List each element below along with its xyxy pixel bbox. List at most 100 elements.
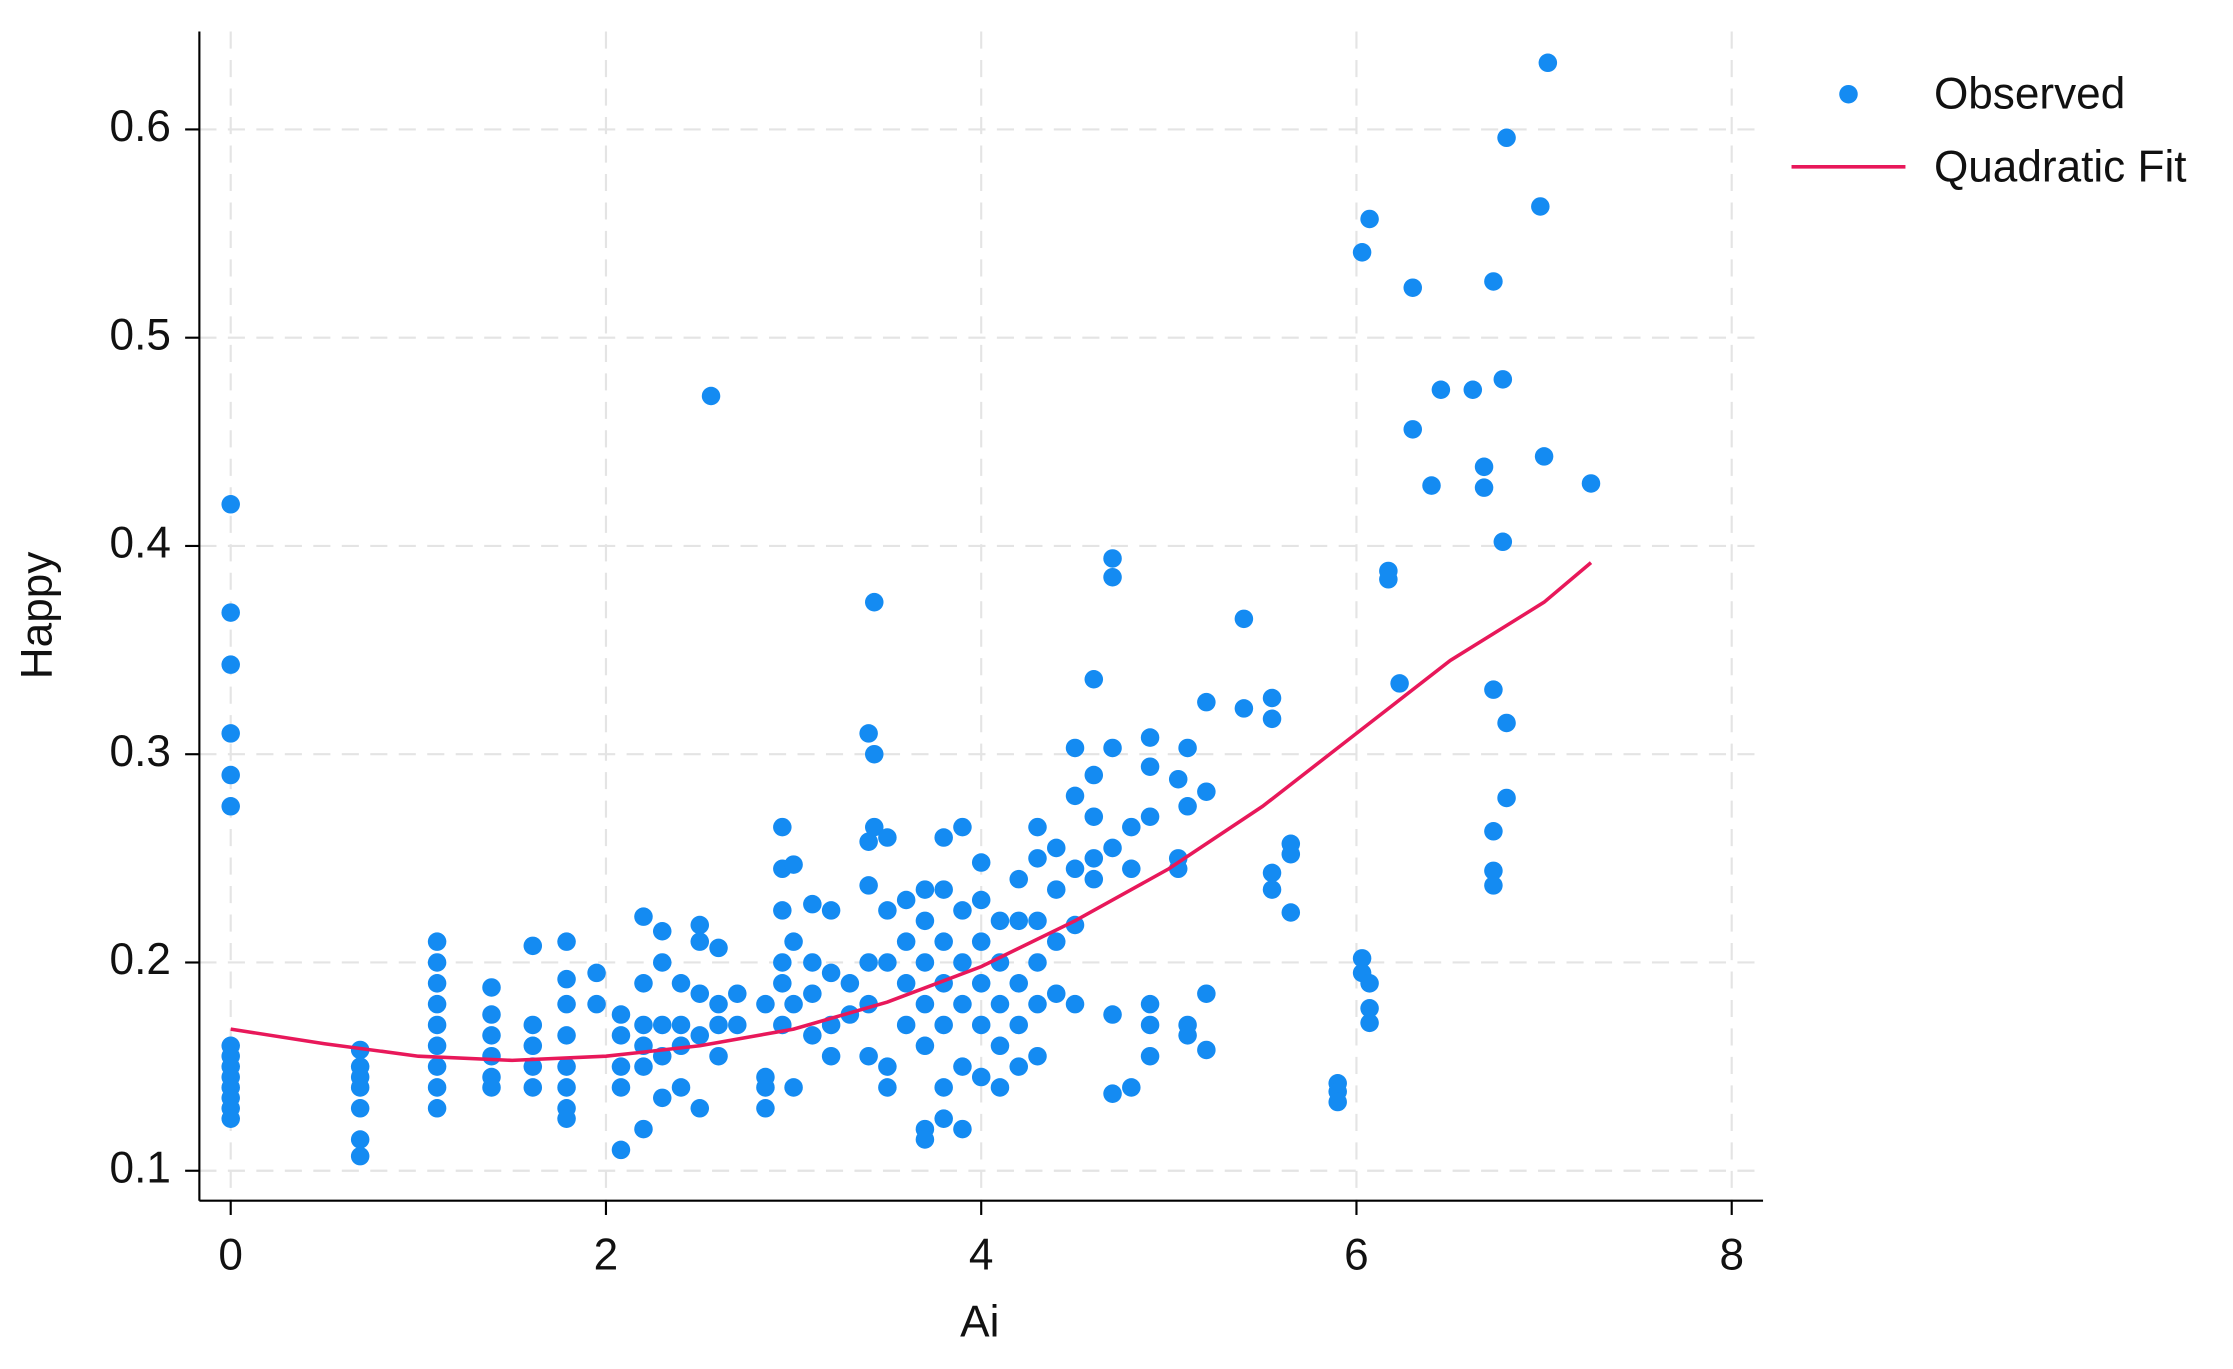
point [990,994,1010,1014]
point [784,932,803,951]
x-tick-label: 8 [1719,1230,1744,1279]
point [1234,609,1254,629]
point [896,890,916,910]
point [915,953,935,972]
point [611,1026,631,1045]
point [953,817,972,837]
y-tick-label: 0.6 [110,102,171,151]
point [1403,420,1423,439]
point [557,969,576,989]
point [482,1005,501,1024]
point [1028,849,1047,868]
point [756,1099,775,1118]
point [652,1088,672,1108]
point [934,880,953,899]
point [1403,278,1423,297]
y-tick-label: 0.1 [110,1143,171,1192]
point [971,890,991,910]
point [878,1057,897,1076]
point [1262,863,1282,883]
y-tick-label: 0.2 [110,935,171,984]
point [523,1057,543,1076]
point [1178,797,1197,816]
point [557,932,576,951]
point [773,901,792,920]
point [709,1015,728,1035]
point [652,1015,672,1035]
point [1103,1005,1122,1024]
point [1084,849,1104,868]
point [1352,949,1372,968]
point [728,1015,747,1035]
point [865,592,884,612]
point [953,994,972,1014]
point [1065,738,1085,758]
point [523,1078,543,1097]
point [1281,844,1301,864]
point [1084,869,1104,889]
point [990,911,1010,931]
point [1028,1046,1047,1066]
point [427,1015,447,1035]
point [971,974,991,993]
point [709,938,728,958]
point [427,953,447,972]
point [1047,838,1066,858]
point [1028,994,1047,1014]
point [896,932,916,951]
point [859,953,878,972]
point [896,974,916,993]
point [427,1057,447,1076]
point [1140,1015,1160,1035]
point [482,1078,501,1097]
point [1009,869,1028,889]
x-tick-label: 0 [218,1230,243,1279]
point [773,953,792,972]
point [1360,1013,1379,1033]
point [865,817,884,837]
point [915,1036,935,1056]
point [1484,680,1503,699]
point [915,911,935,931]
point [971,932,991,951]
point [1084,807,1104,826]
point [821,901,841,920]
point [1065,786,1085,806]
point [821,1046,841,1066]
point [1103,1084,1122,1103]
point [634,1015,653,1035]
point [671,1078,691,1097]
grid [199,31,1764,1201]
point [557,1109,576,1128]
x-axis-label: Ai [960,1297,999,1346]
point [1140,728,1160,747]
y-axis-label: Happy [13,552,62,680]
point [350,1078,370,1097]
point [427,1078,447,1097]
point [1484,876,1503,895]
point [1497,788,1516,808]
point [1360,999,1379,1018]
point [878,1078,897,1097]
point [990,1078,1010,1097]
point [1028,817,1047,837]
point [1474,478,1494,497]
point [350,1099,370,1118]
point [821,963,841,983]
point [1234,699,1254,718]
point [1028,911,1047,931]
point [709,994,728,1014]
point [1390,674,1409,693]
point [1103,567,1122,587]
point [1360,974,1379,993]
point [1009,1057,1028,1076]
point [1493,370,1513,389]
point [1168,769,1188,789]
point [878,953,897,972]
legend-label: Observed [1934,70,2125,119]
point [1140,807,1160,826]
legend: Observed Quadratic Fit [1791,70,2187,191]
point [221,765,240,785]
x-tick-label: 6 [1344,1230,1369,1279]
point [1379,570,1398,589]
